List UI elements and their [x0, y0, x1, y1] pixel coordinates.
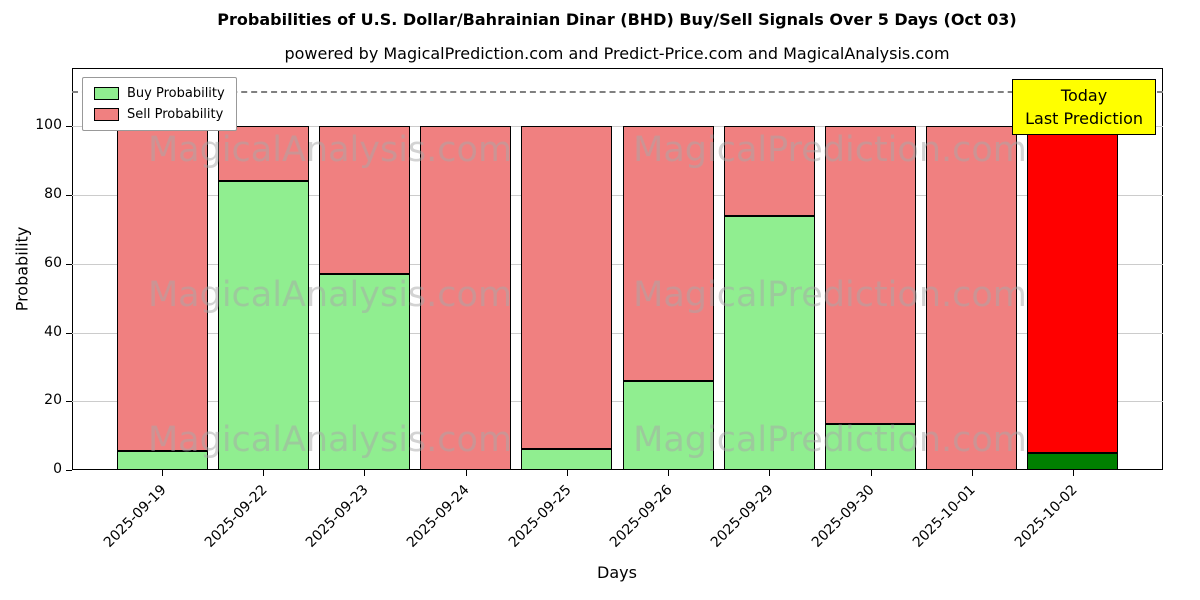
bar-buy-2025-09-25 — [521, 449, 613, 470]
bar-sell-2025-09-29 — [723, 126, 815, 216]
bar-buy-2025-09-22 — [217, 181, 309, 470]
y-tick-label-60: 60 — [44, 254, 62, 271]
x-tick-label-2025-09-24: 2025-09-24 — [404, 482, 474, 551]
bar-sell-2025-09-26 — [622, 126, 714, 381]
legend: Buy Probability Sell Probability — [82, 77, 237, 131]
bar-buy-2025-09-30 — [824, 423, 917, 470]
y-tickmark-80 — [66, 195, 72, 197]
x-tickmark-2025-10-01 — [971, 470, 973, 476]
legend-item-buy: Buy Probability — [94, 86, 225, 101]
x-tick-label-2025-09-22: 2025-09-22 — [201, 482, 271, 551]
bar-sell-2025-09-23 — [318, 126, 411, 275]
x-tickmark-2025-09-19 — [162, 470, 164, 476]
gridline-y80 — [72, 195, 1163, 197]
x-tick-label-2025-09-26: 2025-09-26 — [606, 482, 676, 551]
y-tickmark-40 — [66, 332, 72, 334]
x-tick-label-2025-09-30: 2025-09-30 — [808, 482, 878, 551]
gridline-y20 — [72, 401, 1163, 403]
legend-label-buy: Buy Probability — [127, 86, 225, 101]
legend-label-sell: Sell Probability — [127, 107, 224, 122]
bar-sell-2025-09-25 — [521, 126, 613, 450]
gridline-y100 — [72, 126, 1163, 128]
x-tickmark-2025-09-26 — [668, 470, 670, 476]
y-tickmark-0 — [66, 470, 72, 471]
today-annotation: Today Last Prediction — [1012, 79, 1156, 136]
x-tickmark-2025-09-23 — [364, 470, 366, 476]
x-tick-label-2025-10-02: 2025-10-02 — [1011, 482, 1081, 551]
y-tickmark-100 — [66, 126, 72, 128]
y-tick-label-0: 0 — [53, 461, 62, 477]
x-tick-label-2025-09-25: 2025-09-25 — [505, 482, 575, 551]
y-tick-label-20: 20 — [44, 392, 62, 409]
y-tick-label-100: 100 — [35, 117, 62, 134]
x-tick-label-2025-10-01: 2025-10-01 — [910, 482, 980, 551]
bar-sell-2025-09-22 — [217, 126, 309, 182]
legend-swatch-sell — [94, 108, 119, 121]
x-tick-label-2025-09-29: 2025-09-29 — [707, 482, 777, 551]
bar-buy-2025-09-23 — [318, 274, 411, 470]
x-axis-label: Days — [597, 563, 637, 582]
x-tickmark-2025-09-24 — [465, 470, 467, 476]
y-tick-label-80: 80 — [44, 186, 62, 203]
legend-item-sell: Sell Probability — [94, 107, 225, 122]
annotation-line-2: Last Prediction — [1025, 109, 1143, 129]
bar-buy-2025-09-19 — [116, 451, 208, 470]
y-tick-label-40: 40 — [44, 323, 62, 340]
x-tickmark-2025-09-25 — [566, 470, 568, 476]
bar-sell-2025-09-30 — [824, 126, 917, 424]
bar-sell-2025-10-01 — [926, 126, 1018, 470]
threshold-line — [72, 91, 1163, 94]
x-tickmark-2025-10-02 — [1072, 470, 1074, 476]
x-tick-label-2025-09-19: 2025-09-19 — [100, 482, 170, 551]
y-tickmark-20 — [66, 401, 72, 403]
bar-buy-2025-09-26 — [622, 380, 714, 470]
chart-subtitle: powered by MagicalPrediction.com and Pre… — [284, 44, 950, 63]
annotation-line-1: Today — [1060, 86, 1108, 105]
bar-sell-2025-09-24 — [420, 126, 512, 470]
gridline-y60 — [72, 263, 1163, 265]
bar-sell-2025-09-19 — [116, 126, 208, 452]
x-tickmark-2025-09-22 — [263, 470, 265, 476]
x-tickmark-2025-09-30 — [870, 470, 872, 476]
x-tick-label-2025-09-23: 2025-09-23 — [302, 482, 372, 551]
chart-title: Probabilities of U.S. Dollar/Bahrainian … — [217, 10, 1017, 29]
y-tickmark-60 — [66, 263, 72, 265]
gridline-y40 — [72, 332, 1163, 334]
x-tickmark-2025-09-29 — [769, 470, 771, 476]
bar-sell-2025-10-02 — [1027, 126, 1119, 453]
bar-buy-2025-10-02 — [1027, 452, 1119, 470]
legend-swatch-buy — [94, 87, 119, 100]
bar-buy-2025-09-29 — [723, 215, 815, 470]
